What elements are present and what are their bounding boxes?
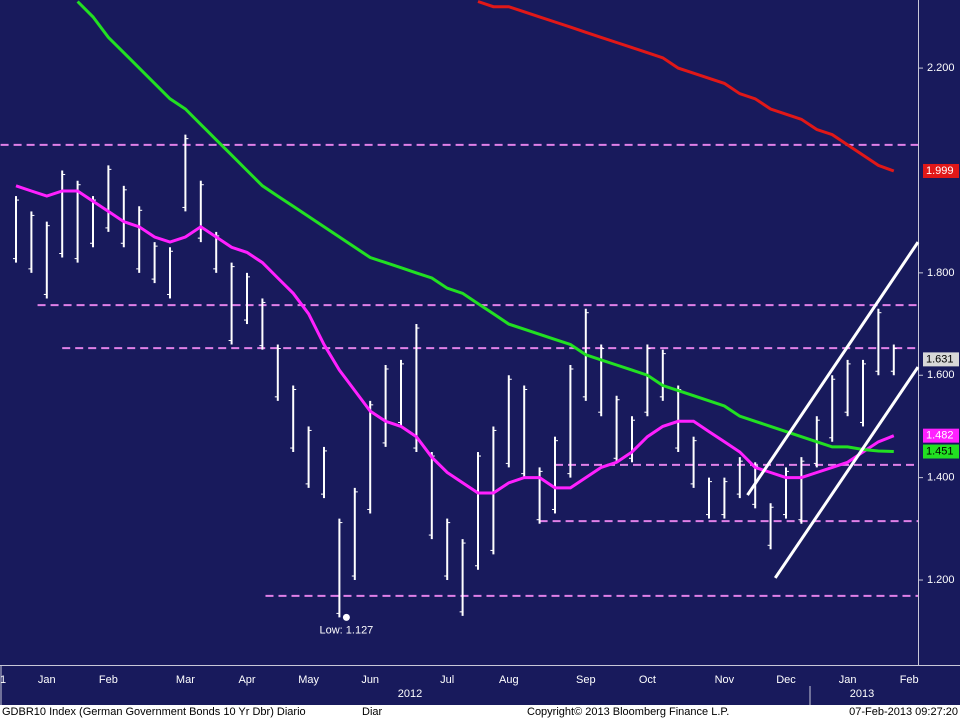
- y-tick-label: 1.200: [927, 574, 955, 586]
- x-tick-label: Jun: [361, 674, 379, 686]
- x-tick-label: Feb: [99, 674, 118, 686]
- background: [0, 0, 960, 705]
- trendline: [773, 366, 920, 579]
- year-label: 2013: [850, 688, 874, 700]
- x-tick-label: Oct: [639, 674, 656, 686]
- x-tick-label: Feb: [900, 674, 919, 686]
- last-value-label: 1.482: [926, 430, 954, 442]
- x-tick-label: Sep: [576, 674, 596, 686]
- x-tick-label: Apr: [238, 674, 255, 686]
- footer-bar: [0, 705, 960, 720]
- x-edge-label: 1: [0, 674, 6, 686]
- low-annotation: Low: 1.127: [319, 624, 373, 636]
- x-tick-label: Aug: [499, 674, 519, 686]
- y-tick-label: 1.400: [927, 472, 955, 484]
- x-tick-label: Jul: [440, 674, 454, 686]
- x-tick-label: Mar: [176, 674, 195, 686]
- y-tick-label: 1.800: [927, 267, 955, 279]
- trendline: [746, 241, 920, 496]
- x-tick-label: Dec: [776, 674, 796, 686]
- x-tick-label: May: [298, 674, 319, 686]
- last-value-box: [923, 163, 959, 178]
- y-tick-label: 2.200: [927, 62, 955, 74]
- last-value-label: 1.999: [926, 165, 954, 177]
- last-value-label: 1.451: [926, 445, 954, 457]
- x-tick-label: Nov: [715, 674, 735, 686]
- x-tick-label: Jan: [839, 674, 857, 686]
- year-label: 2012: [398, 688, 422, 700]
- last-value-box: [923, 352, 959, 367]
- last-value-label: 1.631: [926, 353, 954, 365]
- moving-average: [76, 0, 894, 453]
- y-tick-label: 1.600: [927, 369, 955, 381]
- moving-average: [15, 184, 895, 495]
- low-marker: [342, 613, 350, 621]
- footer-ticker: GDBR10 Index (German Government Bonds 10…: [2, 706, 306, 718]
- x-tick-label: Jan: [38, 674, 56, 686]
- moving-average: [477, 0, 895, 173]
- last-value-box: [923, 428, 959, 443]
- footer-timestamp: 07-Feb-2013 09:27:20: [849, 706, 958, 718]
- last-value-box: [923, 444, 959, 459]
- footer-period: Diar: [362, 706, 383, 718]
- footer-copyright: Copyright© 2013 Bloomberg Finance L.P.: [527, 706, 729, 718]
